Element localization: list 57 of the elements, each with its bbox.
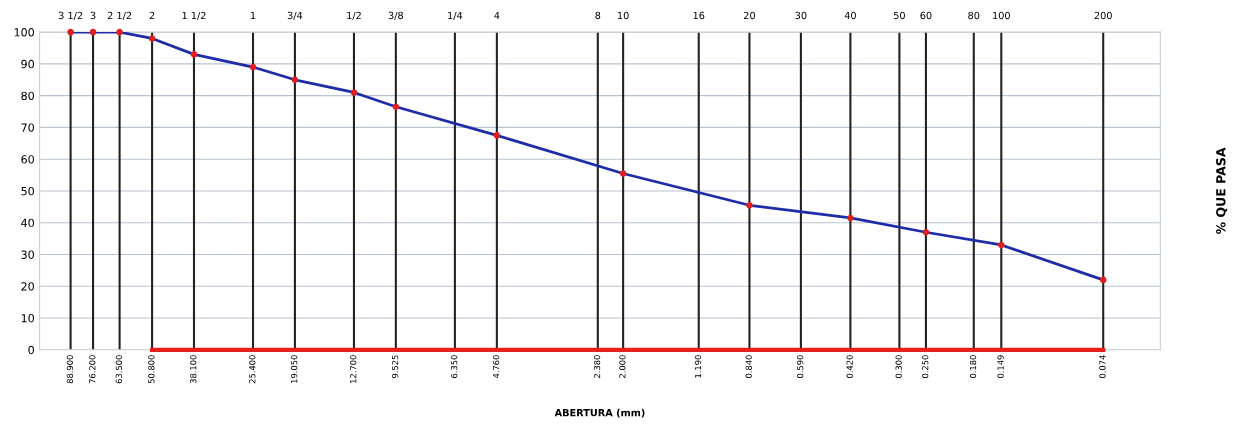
y-tick-label: 50 [21, 186, 34, 196]
annotation: 16 [693, 11, 705, 20]
annotation: 4 [494, 11, 500, 19]
annotation: 200 [1094, 11, 1112, 20]
annotation: 60 [920, 11, 932, 20]
x-tick-label: 38.100 [190, 355, 197, 384]
annotation: 2 [149, 11, 155, 19]
x-tick-label: 25.400 [249, 355, 256, 384]
y-axis-title: % QUE PASA [1216, 147, 1228, 235]
annotation: 10 [618, 11, 629, 20]
annotation: 80 [968, 11, 980, 20]
x-axis-title: ABERTURA (mm) [554, 408, 645, 418]
annotation: 1 1/2 [182, 11, 206, 20]
y-tick-label: 0 [28, 345, 34, 355]
x-tick-label: 6.350 [451, 355, 458, 378]
annotation: 40 [844, 11, 856, 20]
x-tick-label: 19.050 [291, 355, 298, 383]
annotation: 30 [795, 11, 807, 20]
y-tick-label: 60 [21, 155, 34, 164]
x-tick-label: 0.149 [997, 355, 1004, 378]
x-tick-label: 0.074 [1099, 355, 1106, 378]
annotation: 3/8 [388, 11, 404, 20]
y-tick-label: 70 [21, 123, 34, 132]
x-tick-label: 1.190 [694, 355, 702, 378]
y-tick-label: 30 [21, 250, 34, 259]
x-tick-label: 0.300 [895, 355, 902, 378]
x-tick-label: 12.700 [350, 355, 357, 383]
y-tick-label: 100 [14, 28, 34, 37]
x-tick-label: 50.800 [148, 355, 155, 384]
x-tick-label: 4.760 [492, 355, 500, 379]
annotation: 50 [893, 11, 905, 20]
annotation: 8 [595, 11, 601, 20]
x-tick-label: 0.840 [745, 355, 752, 378]
y-tick-label: 80 [21, 91, 34, 101]
x-tick-label: 0.250 [922, 355, 929, 378]
x-tick-label: 0.590 [797, 355, 804, 378]
annotation: 100 [993, 11, 1010, 20]
x-tick-label: 9.525 [391, 355, 399, 378]
x-tick-label: 0.420 [846, 355, 853, 378]
y-tick-label: 90 [21, 59, 34, 69]
x-tick-label: 2.380 [593, 355, 601, 378]
annotation: 1/4 [448, 11, 463, 20]
annotation: 3 1/2 [58, 11, 83, 20]
annotation: 20 [743, 11, 755, 20]
y-tick-label: 20 [21, 282, 34, 291]
annotation: 1 [251, 11, 256, 19]
annotation: 1/2 [347, 11, 361, 20]
x-tick-label: 76.200 [89, 355, 96, 384]
x-tick-label: 2.000 [619, 355, 626, 378]
x-tick-label: 63.500 [115, 355, 123, 384]
x-tick-label: 0.180 [969, 355, 977, 378]
y-tick-label: 10 [21, 314, 34, 323]
annotation: 3/4 [287, 11, 303, 20]
x-tick-label: 88.900 [66, 355, 74, 384]
annotation: 2 1/2 [107, 11, 132, 20]
y-tick-label: 40 [21, 218, 34, 228]
annotation: 3 [90, 11, 96, 20]
